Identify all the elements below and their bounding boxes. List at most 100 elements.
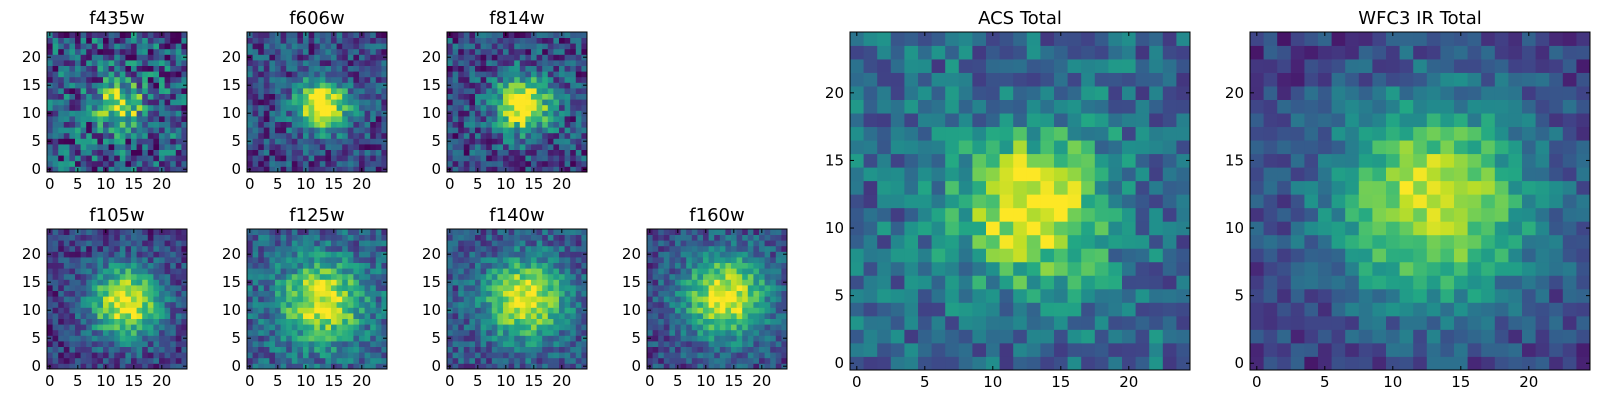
heatmap-cell bbox=[114, 76, 121, 83]
heatmap-cell bbox=[153, 37, 160, 44]
heatmap-cell bbox=[147, 144, 154, 150]
heatmap-cell bbox=[508, 268, 515, 275]
heatmap-cell bbox=[370, 296, 377, 303]
heatmap-cell bbox=[331, 296, 337, 303]
heatmap-cell bbox=[119, 76, 126, 83]
heatmap-cell bbox=[119, 290, 126, 297]
heatmap-cell bbox=[275, 290, 281, 297]
heatmap-cell bbox=[731, 268, 737, 275]
heatmap-cell bbox=[775, 324, 782, 331]
heatmap-cell bbox=[497, 32, 504, 38]
heatmap-cell bbox=[159, 341, 165, 347]
heatmap-cell bbox=[680, 273, 687, 280]
heatmap-cell bbox=[491, 37, 498, 44]
heatmap-cell bbox=[714, 240, 721, 247]
heatmap-cell bbox=[63, 307, 70, 314]
heatmap-cell bbox=[280, 54, 287, 61]
heatmap-cell bbox=[75, 149, 81, 156]
heatmap-cell bbox=[514, 127, 521, 134]
heatmap-cell bbox=[559, 262, 565, 269]
heatmap-cell bbox=[458, 313, 465, 319]
heatmap-cell bbox=[725, 285, 732, 291]
heatmap-cell bbox=[736, 290, 743, 297]
heatmap-cell bbox=[131, 240, 137, 247]
heatmap-cell bbox=[1026, 302, 1041, 317]
heatmap-cell bbox=[108, 290, 115, 297]
heatmap-cell bbox=[1135, 207, 1150, 222]
heatmap-cell bbox=[503, 279, 509, 286]
heatmap-cell bbox=[359, 335, 365, 342]
heatmap-cell bbox=[269, 285, 276, 291]
heatmap-cell bbox=[918, 194, 932, 209]
heatmap-cell bbox=[291, 160, 298, 167]
heatmap-cell bbox=[181, 104, 188, 111]
heatmap-cell bbox=[314, 324, 321, 331]
heatmap-cell bbox=[753, 279, 760, 286]
heatmap-cell bbox=[680, 229, 687, 235]
heatmap-cell bbox=[69, 132, 76, 139]
heatmap-cell bbox=[131, 82, 137, 89]
heatmap-cell bbox=[452, 285, 459, 291]
heatmap-cell bbox=[336, 99, 343, 106]
heatmap-cell bbox=[80, 341, 87, 347]
heatmap-cell bbox=[52, 229, 59, 235]
heatmap-cell bbox=[286, 301, 293, 308]
heatmap-cell bbox=[986, 167, 1000, 182]
heatmap-cell bbox=[147, 32, 154, 38]
heatmap-cell bbox=[164, 43, 171, 50]
heatmap-cell bbox=[652, 251, 659, 258]
heatmap-cell bbox=[972, 167, 987, 182]
heatmap-cell bbox=[359, 71, 365, 78]
heatmap-cell bbox=[553, 290, 560, 297]
heatmap-cell bbox=[559, 268, 565, 275]
heatmap-cell bbox=[370, 132, 377, 139]
heatmap-cell bbox=[753, 335, 760, 342]
heatmap-cell bbox=[770, 307, 777, 314]
heatmap-cell bbox=[175, 48, 182, 55]
heatmap-cell bbox=[303, 144, 309, 150]
heatmap-cell bbox=[252, 93, 259, 100]
heatmap-cell bbox=[108, 82, 115, 89]
heatmap-cell bbox=[247, 285, 253, 291]
heatmap-cell bbox=[280, 313, 287, 319]
heatmap-cell bbox=[336, 268, 343, 275]
heatmap-cell bbox=[491, 82, 498, 89]
heatmap-cell bbox=[463, 285, 470, 291]
heatmap-cell bbox=[280, 363, 287, 370]
heatmap-cell bbox=[691, 318, 698, 325]
heatmap-cell bbox=[108, 318, 115, 325]
heatmap-cell bbox=[486, 166, 493, 173]
heatmap-cell bbox=[319, 43, 326, 50]
heatmap-cell bbox=[525, 341, 532, 347]
heatmap-cell bbox=[731, 296, 737, 303]
heatmap-cell bbox=[153, 48, 160, 55]
heatmap-cell bbox=[725, 234, 732, 241]
heatmap-cell bbox=[331, 37, 337, 44]
heatmap-cell bbox=[125, 234, 132, 241]
heatmap-cell bbox=[263, 60, 270, 66]
heatmap-cell bbox=[547, 37, 554, 44]
heatmap-cell bbox=[575, 88, 582, 94]
heatmap-cell bbox=[542, 76, 549, 83]
heatmap-cell bbox=[553, 285, 560, 291]
heatmap-cell bbox=[80, 93, 87, 100]
heatmap-cell bbox=[1162, 275, 1177, 290]
heatmap-cell bbox=[536, 324, 543, 331]
heatmap-cell bbox=[1067, 288, 1082, 303]
heatmap-cell bbox=[275, 82, 281, 89]
heatmap-cell bbox=[514, 54, 521, 61]
heatmap-cell bbox=[342, 346, 349, 353]
heatmap-cell bbox=[531, 313, 537, 319]
heatmap-cell bbox=[69, 262, 76, 269]
heatmap-cell bbox=[918, 153, 932, 168]
heatmap-cell bbox=[303, 240, 309, 247]
heatmap-cell bbox=[58, 60, 65, 66]
heatmap-cell bbox=[503, 37, 509, 44]
heatmap-cell bbox=[303, 352, 309, 359]
heatmap-cell bbox=[91, 285, 98, 291]
heatmap-cell bbox=[353, 262, 360, 269]
heatmap-cell bbox=[125, 155, 132, 162]
heatmap-cell bbox=[80, 346, 87, 353]
heatmap-cell bbox=[381, 121, 388, 128]
heatmap-cell bbox=[703, 341, 709, 347]
